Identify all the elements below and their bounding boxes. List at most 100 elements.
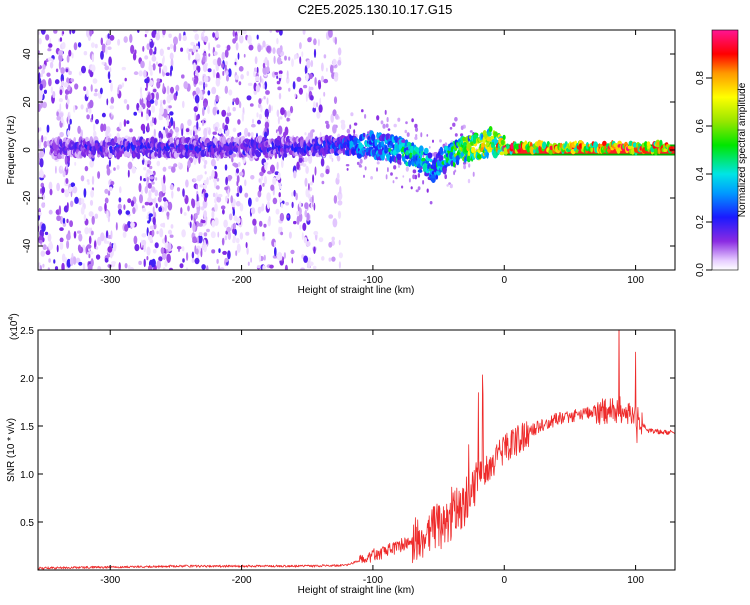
noise-speck [245,242,248,249]
noise-speck [255,84,261,93]
noise-speck [162,174,166,184]
ridge-blob [380,140,384,147]
noise-speck [66,202,69,211]
noise-speck [233,222,236,230]
noise-speck [134,244,140,252]
colorbar-tick-label: 0.8 [695,71,706,85]
noise-speck [232,101,235,106]
noise-speck [162,108,168,119]
noise-speck [308,193,311,200]
noise-speck [86,89,89,98]
noise-speck [245,231,250,236]
snr-y-ticks: 0.5 1.0 1.5 2.0 2.5 [20,326,675,529]
ridge-blob [436,159,442,168]
noise-speck [168,33,172,38]
noise-speck [156,81,161,89]
noise-speck [248,197,252,207]
noise-speck [221,237,225,246]
noise-speck [71,30,76,34]
noise-speck [402,175,405,178]
noise-speck [305,241,311,247]
noise-speck [247,82,253,86]
noise-speck [89,159,95,168]
noise-speck [346,168,349,171]
ridge-blob [255,151,262,158]
noise-speck [276,80,281,85]
noise-speck [285,76,290,84]
noise-speck [397,117,401,122]
noise-speck [38,103,41,112]
noise-speck [264,121,270,129]
noise-speck [273,55,276,64]
noise-speck [269,264,274,269]
noise-speck [331,256,336,262]
noise-speck [259,171,264,177]
noise-speck [276,47,281,56]
noise-speck [203,232,208,237]
noise-speck [191,77,194,81]
noise-speck [151,229,155,237]
noise-speck [155,202,158,209]
noise-speck [41,202,46,209]
noise-speck [176,187,181,192]
noise-speck [86,114,90,120]
noise-speck [202,107,205,116]
noise-speck [303,237,308,244]
noise-speck [162,82,165,92]
noise-speck [146,176,150,183]
noise-speck [338,239,341,246]
noise-speck [320,172,325,178]
noise-speck [321,62,324,72]
noise-speck [89,30,93,37]
noise-speck [166,118,169,127]
ridge-blob [283,152,288,158]
noise-speck [66,258,72,268]
noise-speck [279,212,285,222]
noise-speck [224,49,229,58]
ridge-blob [663,148,668,152]
noise-speck [467,178,471,184]
noise-speck [159,228,164,238]
noise-speck [213,178,217,183]
noise-speck [350,112,354,117]
noise-speck [384,109,387,115]
x-tick-label: -200 [232,275,252,286]
noise-speck [385,123,389,128]
noise-speck [144,33,147,38]
noise-speck [279,116,283,120]
noise-speck [299,42,302,50]
noise-speck [194,112,197,122]
ridge-blob [411,142,415,148]
noise-speck [107,246,113,253]
noise-speck [468,163,471,168]
ridge-blob [381,154,385,161]
noise-speck [444,174,448,180]
noise-speck [454,117,458,122]
ridge-blob [575,149,579,154]
y-tick-label: -40 [22,238,33,253]
noise-speck [182,100,185,109]
noise-speck [83,214,87,222]
noise-speck [262,66,268,75]
noise-speck [266,192,271,202]
ridge-blob [169,137,174,143]
noise-speck [211,219,216,228]
noise-speck [182,35,187,42]
noise-speck [164,260,168,267]
noise-speck [274,247,277,257]
noise-speck [439,139,442,143]
noise-speck [143,167,147,171]
noise-speck [212,192,216,198]
noise-speck [107,33,110,39]
noise-speck [215,94,219,102]
noise-speck [78,71,82,76]
noise-speck [202,52,207,57]
noise-speck [238,162,241,167]
noise-speck [65,94,68,101]
noise-speck [221,62,224,69]
noise-speck [405,166,409,172]
noise-speck [180,47,184,52]
noise-speck [246,71,250,76]
noise-speck [204,171,207,175]
noise-speck [339,186,342,195]
